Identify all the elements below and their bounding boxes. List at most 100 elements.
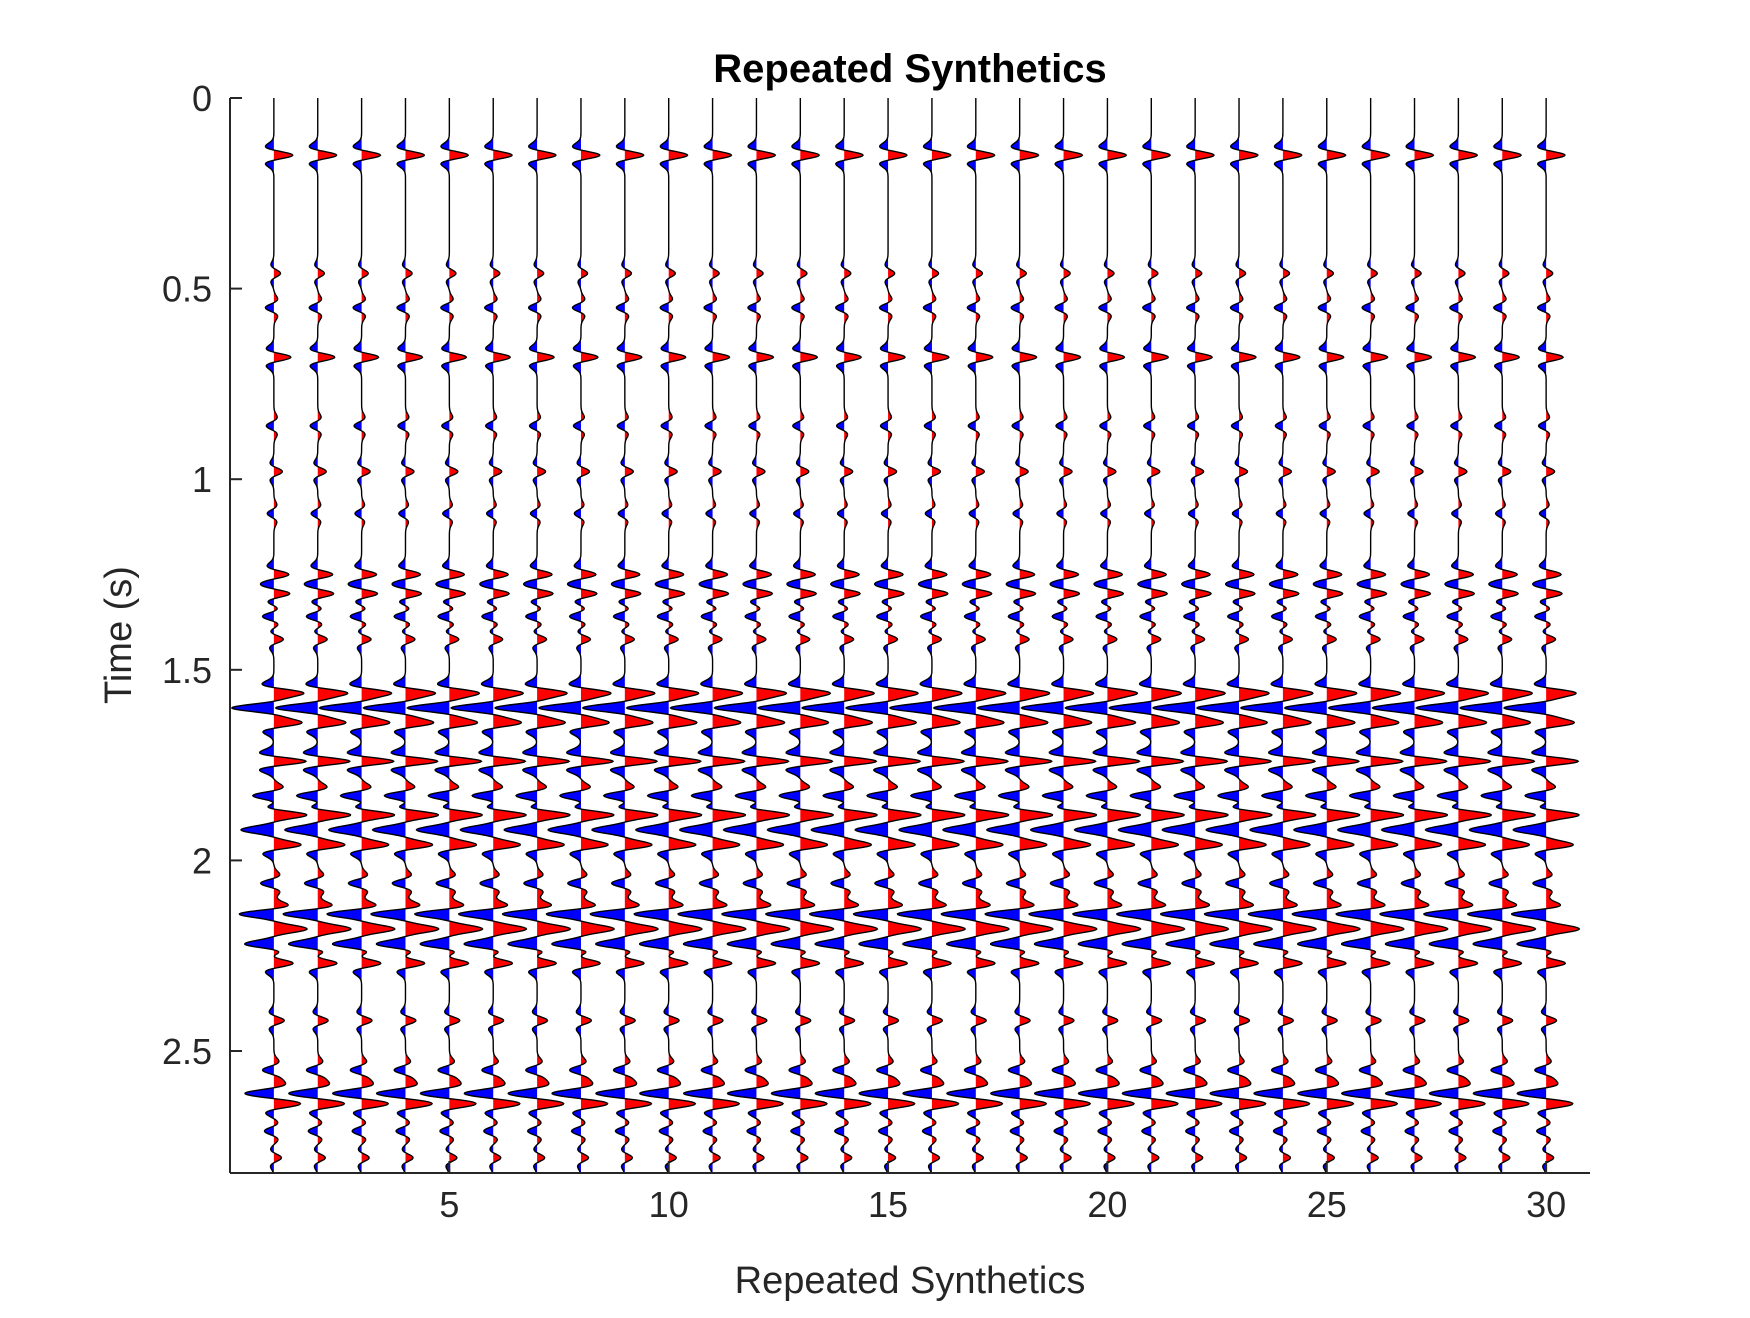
trace-12-wiggle (713, 98, 791, 1173)
trace-9-wiggle (581, 98, 660, 1173)
y-tick-label-0: 0 (192, 78, 212, 119)
trace-5 (406, 98, 484, 1173)
traces-group (230, 98, 1581, 1173)
trace-26-wiggle (1327, 98, 1405, 1173)
trace-30-wiggle (1502, 98, 1581, 1173)
trace-17 (932, 98, 1010, 1173)
trace-11-positive-fill (712, 98, 746, 1173)
trace-10-wiggle (625, 98, 703, 1173)
y-axis-label: Time (s) (98, 566, 140, 704)
trace-14-wiggle (800, 98, 879, 1173)
trace-6-wiggle (450, 98, 528, 1173)
trace-30-positive-fill (1546, 98, 1580, 1173)
trace-5-wiggle (406, 98, 484, 1173)
trace-21-wiggle (1108, 98, 1186, 1173)
trace-2-wiggle (274, 98, 352, 1173)
trace-6 (450, 98, 528, 1173)
chart-title: Repeated Synthetics (713, 47, 1106, 91)
x-tick-label-25: 25 (1307, 1184, 1347, 1225)
trace-30 (1502, 98, 1581, 1173)
trace-19 (1020, 98, 1098, 1173)
trace-20 (1064, 98, 1142, 1173)
trace-29-positive-fill (1502, 98, 1536, 1173)
trace-11 (669, 98, 747, 1173)
trace-9-positive-fill (624, 98, 659, 1173)
y-tick-label-2: 2 (192, 840, 212, 881)
trace-14 (800, 98, 879, 1173)
trace-27-positive-fill (1414, 98, 1448, 1173)
y-tick-label-2.5: 2.5 (162, 1031, 212, 1072)
trace-18-positive-fill (1019, 98, 1053, 1173)
trace-23 (1195, 98, 1274, 1173)
trace-13-wiggle (757, 98, 835, 1173)
y-tick-label-0.5: 0.5 (162, 269, 212, 310)
trace-13-positive-fill (800, 98, 834, 1173)
trace-4 (362, 98, 440, 1173)
y-tick-label-1.5: 1.5 (162, 650, 212, 691)
y-tick-label-1: 1 (192, 459, 212, 500)
trace-15-positive-fill (888, 98, 922, 1173)
trace-6-positive-fill (493, 98, 527, 1173)
trace-7 (493, 98, 572, 1173)
trace-5-positive-fill (449, 98, 483, 1173)
trace-22-wiggle (1151, 98, 1230, 1173)
trace-25 (1283, 98, 1361, 1173)
trace-28-positive-fill (1458, 98, 1492, 1173)
trace-12 (713, 98, 791, 1173)
trace-3-positive-fill (361, 98, 395, 1173)
trace-3 (318, 98, 396, 1173)
trace-2 (274, 98, 352, 1173)
trace-3-wiggle (318, 98, 396, 1173)
trace-19-positive-fill (1063, 98, 1097, 1173)
trace-27-wiggle (1371, 98, 1449, 1173)
trace-19-wiggle (1020, 98, 1098, 1173)
trace-25-wiggle (1283, 98, 1361, 1173)
x-tick-label-20: 20 (1087, 1184, 1127, 1225)
trace-27 (1371, 98, 1449, 1173)
x-tick-label-5: 5 (439, 1184, 459, 1225)
trace-16-positive-fill (931, 98, 966, 1173)
x-tick-label-15: 15 (868, 1184, 908, 1225)
trace-10 (625, 98, 703, 1173)
trace-24 (1239, 98, 1318, 1173)
trace-17-positive-fill (975, 98, 1010, 1173)
trace-23-positive-fill (1239, 98, 1273, 1173)
trace-22-positive-fill (1195, 98, 1229, 1173)
trace-1 (230, 98, 309, 1173)
trace-26 (1327, 98, 1405, 1173)
trace-4-positive-fill (405, 98, 439, 1173)
trace-11-wiggle (669, 98, 747, 1173)
trace-8-wiggle (537, 98, 616, 1173)
trace-10-positive-fill (668, 98, 702, 1173)
trace-13 (757, 98, 835, 1173)
trace-9 (581, 98, 660, 1173)
axes-group: 5 10 15 20 25 30 0 0.5 1 1.5 2 2.5 (162, 78, 1590, 1225)
trace-24-positive-fill (1282, 98, 1317, 1173)
trace-8 (537, 98, 616, 1173)
trace-4-wiggle (362, 98, 440, 1173)
trace-23-wiggle (1195, 98, 1274, 1173)
trace-2-positive-fill (317, 98, 351, 1173)
trace-16-wiggle (888, 98, 967, 1173)
trace-25-positive-fill (1326, 98, 1360, 1173)
trace-1-positive-fill (273, 98, 308, 1173)
trace-14-positive-fill (844, 98, 878, 1173)
trace-16 (888, 98, 967, 1173)
trace-1-wiggle (230, 98, 309, 1173)
x-tick-label-30: 30 (1526, 1184, 1566, 1225)
trace-29-wiggle (1459, 98, 1537, 1173)
trace-21 (1108, 98, 1186, 1173)
trace-7-positive-fill (537, 98, 571, 1173)
trace-24-wiggle (1239, 98, 1318, 1173)
trace-28-wiggle (1415, 98, 1493, 1173)
trace-29 (1459, 98, 1537, 1173)
trace-15 (844, 98, 923, 1173)
x-tick-label-10: 10 (649, 1184, 689, 1225)
trace-20-wiggle (1064, 98, 1142, 1173)
trace-21-positive-fill (1151, 98, 1185, 1173)
trace-20-positive-fill (1107, 98, 1141, 1173)
x-axis-label: Repeated Synthetics (735, 1260, 1086, 1302)
